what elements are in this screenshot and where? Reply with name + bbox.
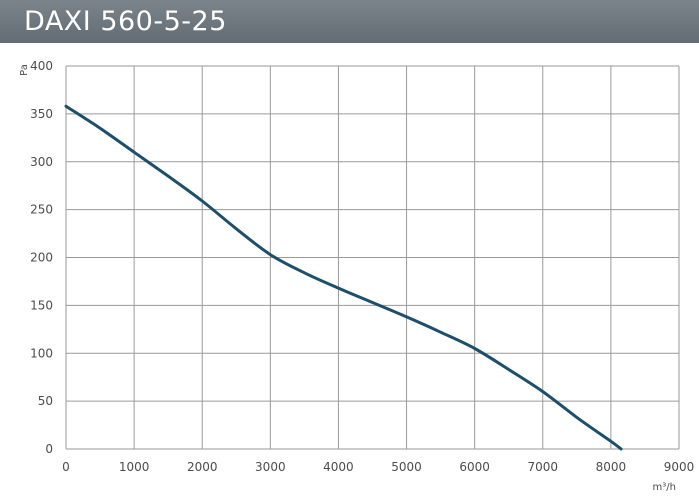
y-tick-label: 400 <box>30 59 53 73</box>
y-tick-label: 100 <box>30 346 53 360</box>
y-tick-label: 300 <box>30 155 53 169</box>
x-tick-label: 8000 <box>596 460 627 474</box>
title-bar: DAXI 560-5-25 <box>0 0 699 43</box>
x-tick-labels: 0 1000 2000 3000 4000 5000 6000 7000 8000 9000 <box>62 460 694 474</box>
x-tick-label: 2000 <box>187 460 218 474</box>
x-tick-label: 9000 <box>664 460 695 474</box>
x-axis-label: m³/h <box>653 482 676 493</box>
y-tick-label: 350 <box>30 107 53 121</box>
series-group <box>64 104 623 451</box>
y-tick-label: 250 <box>30 203 53 217</box>
x-tick-label: 1000 <box>119 460 150 474</box>
x-tick-label: 7000 <box>528 460 559 474</box>
y-tick-label: 50 <box>38 394 53 408</box>
y-tick-label: 0 <box>45 442 53 456</box>
x-tick-label: 6000 <box>459 460 490 474</box>
x-tick-label: 3000 <box>255 460 286 474</box>
y-tick-label: 150 <box>30 298 53 312</box>
chart-title: DAXI 560-5-25 <box>24 6 227 37</box>
y-tick-labels: 0 50 100 150 200 250 300 350 400 <box>30 59 53 456</box>
x-tick-label: 4000 <box>323 460 354 474</box>
grid <box>65 65 680 450</box>
x-tick-label: 5000 <box>391 460 422 474</box>
x-tick-label: 0 <box>62 460 70 474</box>
y-tick-label: 200 <box>30 251 53 265</box>
series-line <box>64 104 623 451</box>
y-axis-label: Pa <box>19 64 30 76</box>
